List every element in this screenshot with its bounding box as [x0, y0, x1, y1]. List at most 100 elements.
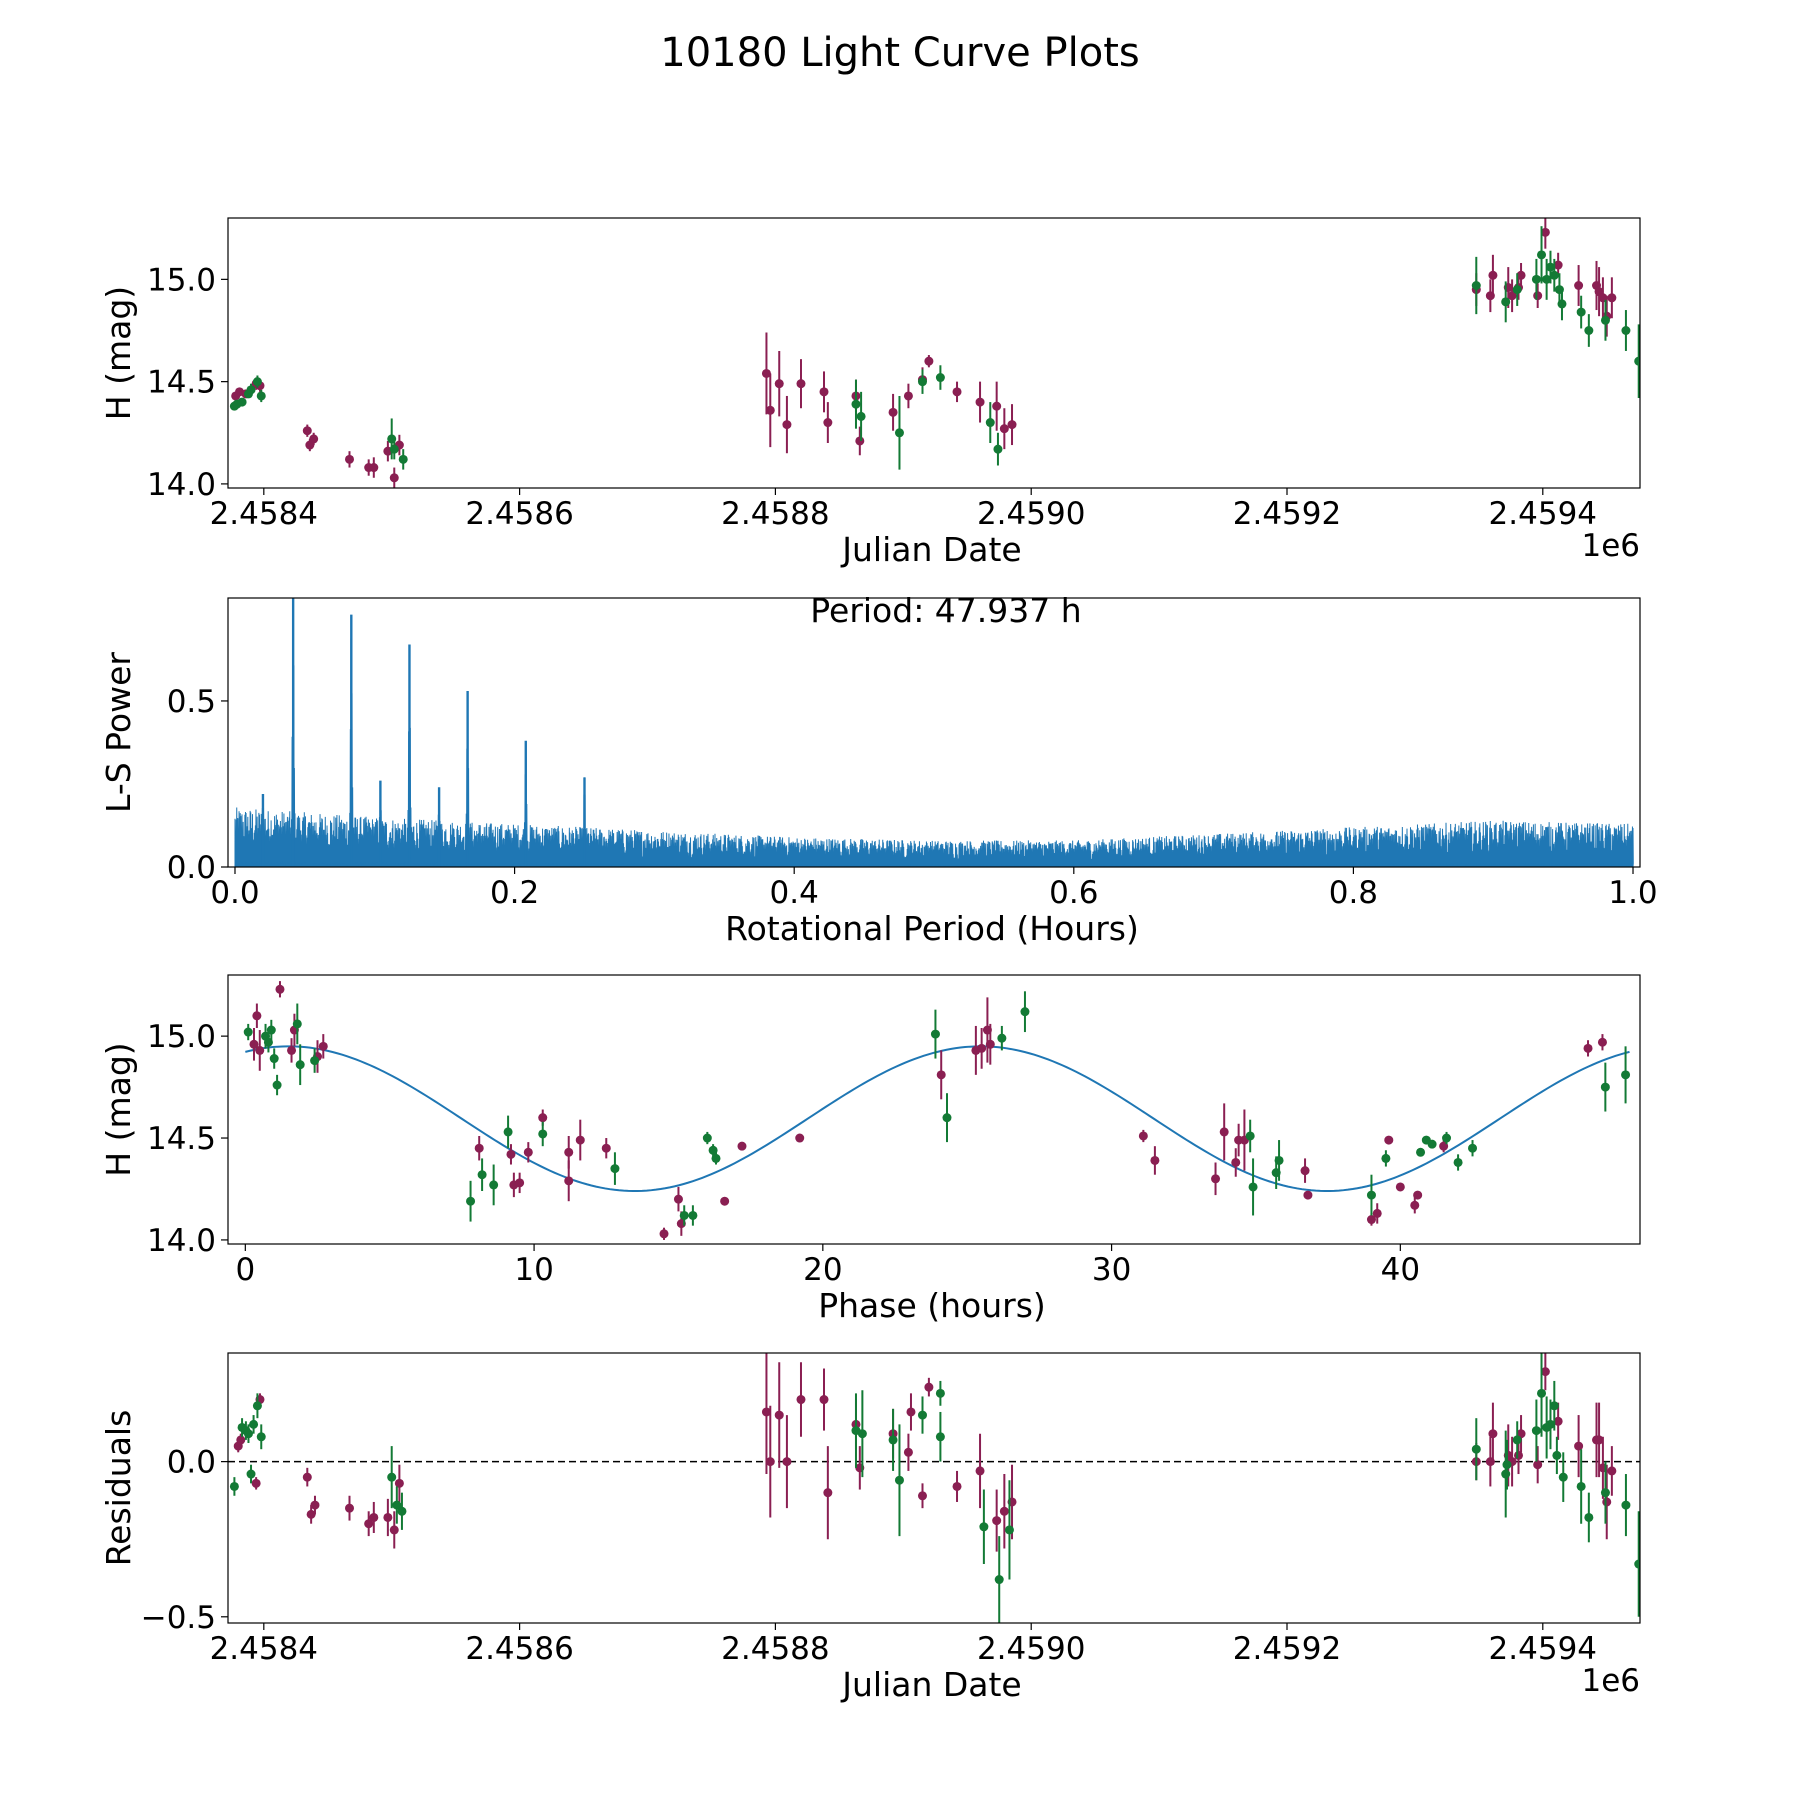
x-axis-label: Julian Date	[840, 530, 1022, 569]
data-point	[506, 1149, 516, 1159]
data-point	[295, 1060, 305, 1070]
x-tick-label: 0.8	[1329, 875, 1378, 911]
data-point	[1488, 1429, 1498, 1439]
data-point	[310, 1500, 320, 1510]
data-point	[903, 391, 913, 401]
data-point	[1413, 1190, 1423, 1200]
data-point	[819, 387, 829, 397]
data-point	[246, 385, 256, 395]
series-band_a	[249, 981, 1607, 1240]
data-point	[1516, 270, 1526, 280]
data-point	[1594, 1435, 1604, 1445]
data-point	[1501, 1469, 1511, 1479]
data-point	[782, 1457, 792, 1467]
data-point	[720, 1196, 730, 1206]
data-point	[1488, 270, 1498, 280]
data-point	[1540, 1367, 1550, 1377]
data-point	[679, 1210, 689, 1220]
plot-area	[229, 218, 1640, 488]
data-point	[389, 473, 399, 483]
data-point	[1381, 1153, 1391, 1163]
data-point	[1549, 270, 1559, 280]
x-tick-label: 2.4584	[210, 1631, 318, 1667]
data-point	[249, 1419, 259, 1429]
y-tick-label: 14.5	[147, 365, 216, 401]
data-point	[302, 426, 312, 436]
phased-light-curve-panel: 0 10 20 30 40 14.0 14.5 15.0 Phase (hours) H (mag…	[99, 974, 1641, 1325]
x-tick-label: 2.4588	[721, 1631, 829, 1667]
data-point	[1410, 1200, 1420, 1210]
data-point	[610, 1164, 620, 1174]
data-point	[935, 1388, 945, 1398]
data-point	[1007, 420, 1017, 430]
data-point	[269, 1054, 279, 1064]
data-point	[997, 1033, 1007, 1043]
data-point	[515, 1178, 525, 1188]
axes-frame	[227, 974, 1641, 1245]
data-point	[1537, 1388, 1547, 1398]
data-point	[1602, 1497, 1612, 1507]
data-point	[474, 1143, 484, 1153]
y-axis-label: L-S Power	[99, 652, 138, 813]
data-point	[1150, 1155, 1160, 1165]
series-band_a	[233, 1353, 1617, 1552]
data-point	[765, 405, 775, 415]
residuals-panel: 2.4584 2.4586 2.4588 2.4590 2.4592 2.4594 −0.5…	[99, 1352, 1641, 1704]
data-point	[310, 1056, 320, 1066]
data-point	[364, 1519, 374, 1529]
data-point	[1558, 1472, 1568, 1482]
y-axis-label: Residuals	[99, 1410, 138, 1567]
data-point	[503, 1127, 513, 1137]
data-point	[1395, 1182, 1405, 1192]
data-point	[924, 1382, 934, 1392]
data-point	[1597, 1037, 1607, 1047]
x-tick-label: 2.4592	[1233, 1631, 1341, 1667]
data-point	[1607, 293, 1617, 303]
data-point	[774, 1410, 784, 1420]
data-point	[888, 1435, 898, 1445]
data-point	[287, 1045, 297, 1055]
data-point	[466, 1196, 476, 1206]
data-point	[917, 1491, 927, 1501]
data-point	[673, 1194, 683, 1204]
data-point	[1366, 1190, 1376, 1200]
data-point	[1384, 1135, 1394, 1145]
data-point	[1427, 1139, 1437, 1149]
data-point	[601, 1143, 611, 1153]
data-point	[1634, 356, 1640, 366]
data-point	[1366, 1215, 1376, 1225]
data-point	[575, 1135, 585, 1145]
data-point	[251, 1478, 261, 1488]
data-point	[229, 1481, 239, 1491]
axes-frame	[227, 597, 1641, 868]
data-point	[1537, 250, 1547, 260]
period-annotation: Period: 47.937 h	[810, 591, 1081, 630]
data-point	[309, 434, 319, 444]
series-band_b	[229, 1353, 1640, 1623]
y-tick-label: 0.0	[167, 850, 216, 886]
data-point	[1600, 1082, 1610, 1092]
data-point	[1549, 1401, 1559, 1411]
data-point	[765, 1457, 775, 1467]
plot-area	[234, 598, 1634, 867]
y-tick-label: −0.5	[141, 1600, 216, 1636]
data-point	[994, 1575, 1004, 1585]
data-point	[306, 1509, 316, 1519]
data-point	[1501, 297, 1511, 307]
x-tick-label: 0.0	[210, 875, 259, 911]
y-tick-label: 0.5	[167, 684, 216, 720]
data-point	[387, 434, 397, 444]
data-point	[1442, 1133, 1452, 1143]
x-tick-label: 2.4590	[977, 496, 1085, 532]
data-point	[917, 377, 927, 387]
x-tick-label: 40	[1381, 1252, 1420, 1288]
x-tick-label: 2.4584	[210, 496, 318, 532]
data-point	[1300, 1166, 1310, 1176]
data-point	[942, 1113, 952, 1123]
data-point	[1245, 1131, 1255, 1141]
data-point	[985, 1039, 995, 1049]
data-point	[369, 463, 379, 473]
data-point	[1600, 315, 1610, 325]
data-point	[992, 401, 1002, 411]
data-point	[992, 1516, 1002, 1526]
